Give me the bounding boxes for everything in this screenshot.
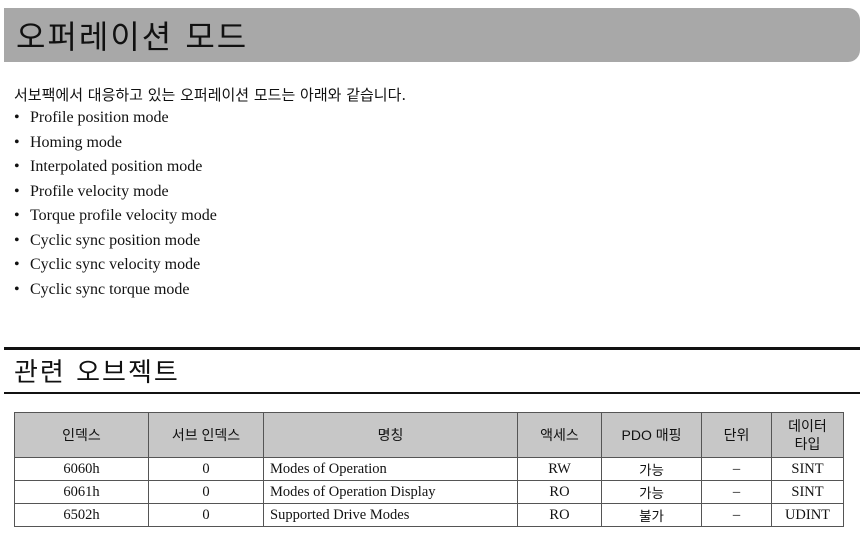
bullet-icon: •	[14, 207, 20, 224]
list-item: • Homing mode	[14, 131, 217, 156]
mode-label: Interpolated position mode	[30, 158, 203, 175]
page-title-bar: 오퍼레이션 모드	[4, 8, 860, 62]
cell-subindex: 0	[148, 480, 264, 504]
mode-label: Torque profile velocity mode	[30, 207, 217, 224]
bullet-icon: •	[14, 280, 20, 298]
list-item: • Cyclic sync velocity mode	[14, 253, 217, 278]
cell-access: RW	[517, 457, 602, 481]
section-title: 관련 오브젝트	[14, 358, 180, 388]
mode-label: Profile velocity mode	[30, 182, 169, 200]
mode-label: Cyclic sync velocity mode	[30, 256, 201, 273]
bullet-icon: •	[14, 133, 20, 151]
list-item: • Interpolated position mode	[14, 155, 217, 180]
mode-label: Cyclic sync position mode	[30, 231, 201, 249]
page-title: 오퍼레이션 모드	[16, 18, 249, 56]
cell-name: Supported Drive Modes	[263, 503, 518, 527]
list-item: • Profile velocity mode	[14, 180, 217, 205]
table-row: 6060h 0 Modes of Operation RW 가능 – SINT	[14, 457, 844, 481]
bullet-icon: •	[14, 256, 20, 273]
column-header-data-type: 데이터 타입	[771, 412, 844, 458]
cell-index: 6060h	[14, 457, 149, 481]
cell-pdo-mapping: 가능	[601, 457, 702, 481]
cell-data-type: UDINT	[771, 503, 844, 527]
cell-pdo-mapping: 불가	[601, 503, 702, 527]
column-header-access: 액세스	[517, 412, 602, 458]
table-header-row: 인덱스 서브 인덱스 명칭 액세스 PDO 매핑 단위 데이터 타입	[14, 412, 844, 458]
cell-subindex: 0	[148, 503, 264, 527]
related-objects-table: 인덱스 서브 인덱스 명칭 액세스 PDO 매핑 단위 데이터 타입 6060h…	[14, 412, 844, 527]
intro-text: 서보팩에서 대응하고 있는 오퍼레이션 모드는 아래와 같습니다.	[14, 86, 407, 104]
column-header-index: 인덱스	[14, 412, 149, 458]
column-header-pdo-mapping: PDO 매핑	[601, 412, 702, 458]
cell-unit: –	[701, 480, 772, 504]
cell-subindex: 0	[148, 457, 264, 481]
list-item: • Cyclic sync position mode	[14, 229, 217, 254]
cell-index: 6061h	[14, 480, 149, 504]
list-item: • Torque profile velocity mode	[14, 204, 217, 229]
list-item: • Cyclic sync torque mode	[14, 278, 217, 303]
cell-index: 6502h	[14, 503, 149, 527]
section-divider-top	[4, 347, 860, 350]
cell-access: RO	[517, 503, 602, 527]
bullet-icon: •	[14, 231, 20, 249]
cell-data-type: SINT	[771, 480, 844, 504]
cell-name: Modes of Operation	[263, 457, 518, 481]
table-row: 6502h 0 Supported Drive Modes RO 불가 – UD…	[14, 503, 844, 527]
bullet-icon: •	[14, 182, 20, 200]
bullet-icon: •	[14, 158, 20, 175]
cell-unit: –	[701, 457, 772, 481]
column-header-unit: 단위	[701, 412, 772, 458]
mode-label: Cyclic sync torque mode	[30, 280, 190, 298]
table-row: 6061h 0 Modes of Operation Display RO 가능…	[14, 480, 844, 504]
column-header-name: 명칭	[263, 412, 518, 458]
cell-data-type: SINT	[771, 457, 844, 481]
column-header-subindex: 서브 인덱스	[148, 412, 264, 458]
list-item: • Profile position mode	[14, 106, 217, 131]
section-divider-bottom	[4, 392, 860, 394]
cell-pdo-mapping: 가능	[601, 480, 702, 504]
bullet-icon: •	[14, 109, 20, 126]
operation-mode-list: • Profile position mode • Homing mode • Int…	[14, 106, 217, 302]
mode-label: Profile position mode	[30, 109, 169, 126]
cell-access: RO	[517, 480, 602, 504]
mode-label: Homing mode	[30, 133, 122, 151]
cell-name: Modes of Operation Display	[263, 480, 518, 504]
cell-unit: –	[701, 503, 772, 527]
